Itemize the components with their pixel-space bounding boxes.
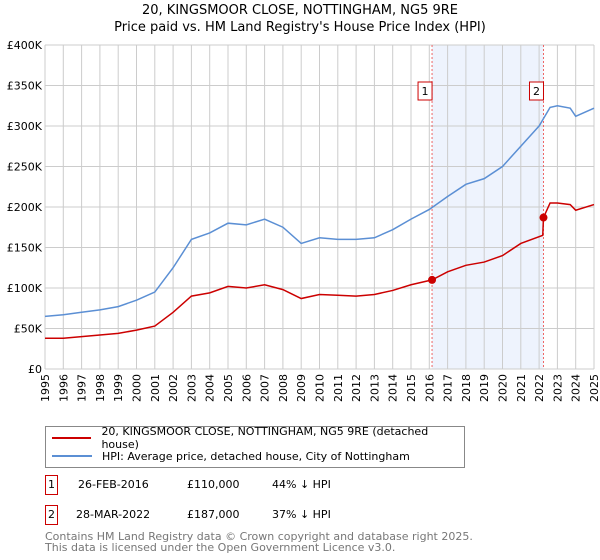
x-tick-label: 2006	[240, 374, 253, 402]
legend-label: HPI: Average price, detached house, City…	[102, 449, 410, 463]
x-tick-label: 1997	[76, 374, 89, 402]
x-tick-label: 2011	[332, 374, 345, 402]
transaction-hpi: 44% ↓ HPI	[272, 478, 331, 491]
x-tick-label: 2022	[533, 374, 546, 402]
x-tick-label: 2013	[368, 374, 381, 402]
transaction-price: £110,000	[187, 478, 240, 491]
event-label: 1	[422, 85, 429, 98]
x-tick-label: 2021	[515, 374, 528, 402]
series-line	[44, 104, 595, 318]
transaction-date: 28-MAR-2022	[76, 508, 151, 521]
legend-swatch	[52, 437, 92, 439]
y-tick-label: £100K	[7, 282, 43, 295]
y-tick-label: £150K	[7, 242, 43, 255]
x-tick-label: 2015	[405, 374, 418, 402]
x-tick-label: 2020	[497, 374, 510, 402]
x-tick-label: 2010	[314, 374, 327, 402]
x-tick-label: 1999	[112, 374, 125, 402]
y-tick-label: £250K	[7, 161, 43, 174]
x-tick-label: 2007	[259, 374, 272, 402]
x-tick-label: 2012	[350, 374, 363, 402]
legend-item-hpi: HPI: Average price, detached house, City…	[52, 448, 410, 464]
transaction-price: £187,000	[187, 508, 240, 521]
event-label-box	[528, 81, 544, 101]
x-tick-label: 2024	[570, 374, 583, 402]
x-tick-label: 2016	[423, 374, 436, 402]
x-tick-label: 2017	[442, 374, 455, 402]
price-chart: 1995 1996 1997 1998 1999 2000 2001 2002 2003 2004…	[7, 39, 600, 402]
transaction-date: 26-FEB-2016	[78, 478, 149, 491]
event-point	[539, 213, 548, 222]
x-tick-label: 1998	[94, 374, 107, 402]
transaction-marker: 2	[45, 505, 58, 525]
footer-line: Contains HM Land Registry data © Crown c…	[45, 530, 473, 543]
transaction-row: 1 26-FEB-2016 £110,000 44% ↓ HPI	[45, 475, 445, 495]
chart-title: 20, KINGSMOOR CLOSE, NOTTINGHAM, NG5 9RE	[142, 3, 458, 18]
x-tick-label: 2002	[167, 374, 180, 402]
y-tick-label: £400K	[7, 39, 43, 52]
x-tick-label: 2014	[387, 374, 400, 402]
transaction-row: 2 28-MAR-2022 £187,000 37% ↓ HPI	[45, 505, 445, 525]
x-tick-label: 1995	[39, 374, 52, 402]
x-tick-label: 2009	[295, 374, 308, 402]
event-label-box	[417, 81, 433, 101]
y-tick-label: £50K	[14, 323, 43, 336]
footer: Contains HM Land Registry data © Crown c…	[45, 531, 473, 553]
event-point	[428, 275, 437, 284]
x-tick-label: 2000	[131, 374, 144, 402]
legend: 20, KINGSMOOR CLOSE, NOTTINGHAM, NG5 9RE…	[45, 425, 465, 468]
transaction-hpi: 37% ↓ HPI	[272, 508, 331, 521]
series-line	[45, 202, 595, 339]
x-tick-label: 2003	[185, 374, 198, 402]
y-tick-label: £300K	[7, 120, 43, 133]
y-tick-label: £350K	[7, 80, 43, 93]
x-tick-label: 2025	[588, 374, 600, 402]
x-tick-label: 2005	[222, 374, 235, 402]
legend-item-property: 20, KINGSMOOR CLOSE, NOTTINGHAM, NG5 9RE…	[52, 425, 464, 451]
legend-swatch	[52, 455, 92, 457]
x-tick-label: 1996	[57, 374, 70, 402]
event-label: 2	[533, 85, 540, 98]
x-tick-label: 2023	[551, 374, 564, 402]
transaction-marker: 1	[45, 475, 58, 495]
legend-label: 20, KINGSMOOR CLOSE, NOTTINGHAM, NG5 9RE…	[101, 425, 429, 451]
x-tick-label: 2008	[277, 374, 290, 402]
y-tick-label: £0	[28, 363, 42, 376]
x-tick-label: 2001	[149, 374, 162, 402]
x-tick-label: 2004	[204, 374, 217, 402]
footer-line: This data is licensed under the Open Gov…	[45, 541, 396, 554]
chart-subtitle: Price paid vs. HM Land Registry's House …	[114, 20, 486, 35]
y-tick-label: £200K	[7, 201, 43, 214]
x-tick-label: 2018	[460, 374, 473, 402]
x-tick-label: 2019	[478, 374, 491, 402]
